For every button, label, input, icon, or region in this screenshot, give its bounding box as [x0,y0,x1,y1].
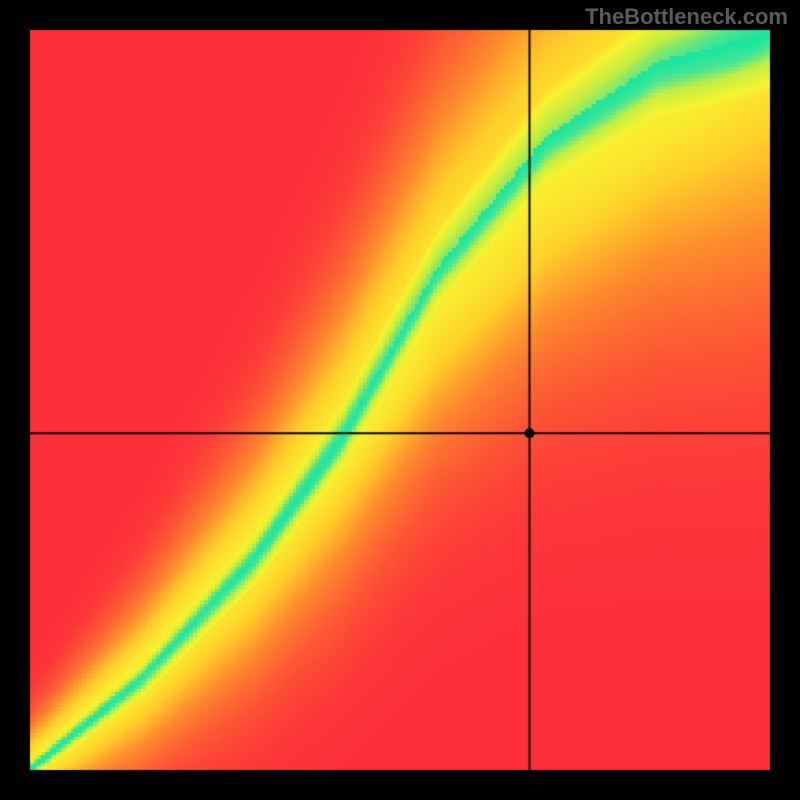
chart-container: { "watermark": { "text": "TheBottleneck.… [0,0,800,800]
bottleneck-heatmap-canvas [0,0,800,800]
watermark-text: TheBottleneck.com [585,4,788,30]
